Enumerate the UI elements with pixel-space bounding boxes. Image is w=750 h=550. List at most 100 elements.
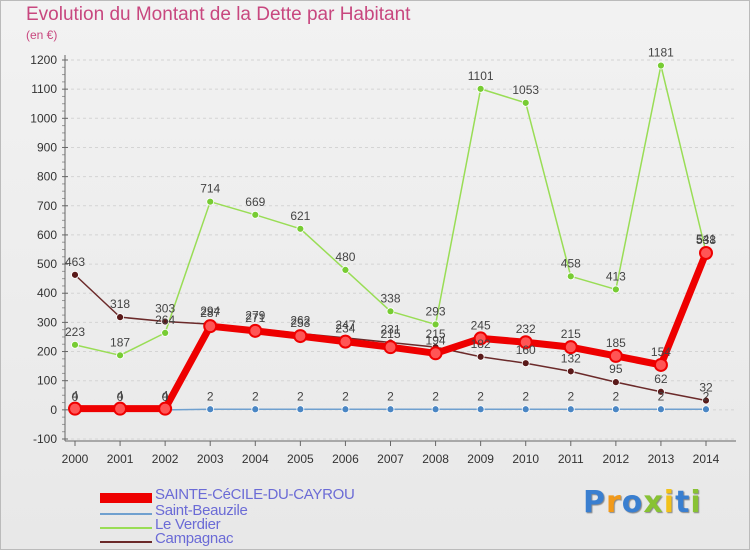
logo-letter: r: [606, 485, 622, 520]
y-tick-label: 300: [37, 315, 57, 329]
data-point: [71, 270, 79, 279]
data-point: [386, 405, 395, 414]
data-label: 154: [651, 345, 671, 359]
data-label: 223: [65, 325, 85, 339]
data-point: [476, 84, 485, 93]
data-label: 62: [654, 372, 668, 386]
data-point: [521, 98, 530, 107]
data-point: [476, 352, 485, 361]
data-label: 2: [477, 389, 484, 403]
data-point: [566, 272, 575, 281]
data-label: 2: [207, 389, 214, 403]
data-point: [563, 340, 578, 355]
data-point: [161, 328, 170, 337]
data-label: 294: [200, 304, 220, 318]
logo-letter: x: [643, 485, 664, 520]
data-label: 480: [335, 250, 355, 264]
data-label: 1101: [468, 69, 494, 83]
data-point: [521, 405, 530, 414]
data-point: [206, 197, 215, 206]
data-point: [653, 357, 668, 372]
logo-letter: t: [675, 485, 691, 520]
legend-swatch: [100, 541, 152, 543]
data-point: [657, 405, 665, 414]
legend-label: Le Verdier: [155, 516, 221, 533]
data-label: 541: [696, 232, 716, 246]
y-tick-label: 100: [37, 374, 57, 388]
data-point: [296, 224, 305, 233]
data-point: [293, 329, 308, 344]
data-label: 1053: [512, 83, 539, 97]
data-label: 247: [335, 318, 355, 332]
data-label: 279: [245, 309, 265, 323]
logo-letter: i: [663, 485, 676, 520]
data-label: 2: [567, 389, 574, 403]
data-label: 2: [342, 389, 349, 403]
data-label: 2: [432, 389, 439, 403]
data-point: [296, 405, 305, 414]
data-point: [71, 340, 79, 349]
data-label: 262: [290, 313, 310, 327]
data-label: 160: [516, 343, 536, 357]
legend-swatch: [100, 527, 152, 529]
legend-label: Campagnac: [155, 530, 234, 547]
data-label: 264: [155, 313, 175, 327]
logo-letter: o: [621, 485, 644, 520]
data-label: 182: [471, 337, 491, 351]
data-point: [116, 351, 124, 360]
proxiti-logo: Proxiti: [583, 485, 702, 520]
data-label: 0: [162, 390, 169, 404]
data-label: 32: [699, 381, 713, 395]
x-tick-label: 2012: [603, 452, 630, 466]
y-tick-label: -100: [33, 432, 57, 446]
y-tick-label: 0: [50, 403, 57, 417]
data-label: 215: [561, 327, 581, 341]
x-tick-label: 2001: [107, 452, 134, 466]
data-label: 287: [200, 306, 220, 320]
legend-swatch: [100, 493, 152, 503]
data-point: [113, 401, 128, 416]
data-point: [338, 334, 353, 349]
data-point: [203, 319, 218, 334]
x-tick-label: 2000: [62, 452, 89, 466]
data-label: 231: [380, 323, 400, 337]
data-point: [251, 210, 260, 219]
data-label: 2: [297, 389, 304, 403]
data-point: [611, 405, 620, 414]
data-label: 669: [245, 195, 265, 209]
x-tick-label: 2002: [152, 452, 179, 466]
unit-label: (en €): [26, 28, 58, 42]
data-label: 318: [110, 297, 130, 311]
data-label: 1181: [648, 46, 674, 60]
data-label: 4: [117, 389, 124, 403]
data-point: [657, 61, 665, 70]
data-label: 538: [696, 233, 716, 247]
data-point: [206, 405, 215, 414]
data-point: [161, 317, 170, 326]
data-point: [116, 313, 124, 322]
data-point: [386, 307, 395, 316]
data-point: [611, 378, 620, 387]
data-point: [428, 346, 443, 361]
data-label: 187: [110, 335, 130, 349]
data-point: [68, 401, 82, 416]
y-tick-label: 700: [37, 199, 57, 213]
data-point: [702, 396, 710, 405]
x-tick-label: 2009: [467, 452, 494, 466]
data-label: 215: [380, 327, 400, 341]
data-label: 303: [155, 302, 175, 316]
data-label: 2: [252, 389, 259, 403]
data-label: 413: [606, 269, 626, 283]
data-label: 2: [703, 389, 710, 403]
y-tick-label: 1100: [31, 82, 57, 96]
data-label: 232: [516, 322, 536, 336]
data-point: [518, 335, 533, 350]
data-label: 2: [613, 389, 620, 403]
y-tick-label: 600: [37, 228, 57, 242]
data-point: [657, 387, 665, 396]
series: [68, 61, 713, 416]
x-tick-label: 2004: [242, 452, 269, 466]
data-point: [699, 245, 713, 260]
data-label: 185: [606, 336, 626, 350]
